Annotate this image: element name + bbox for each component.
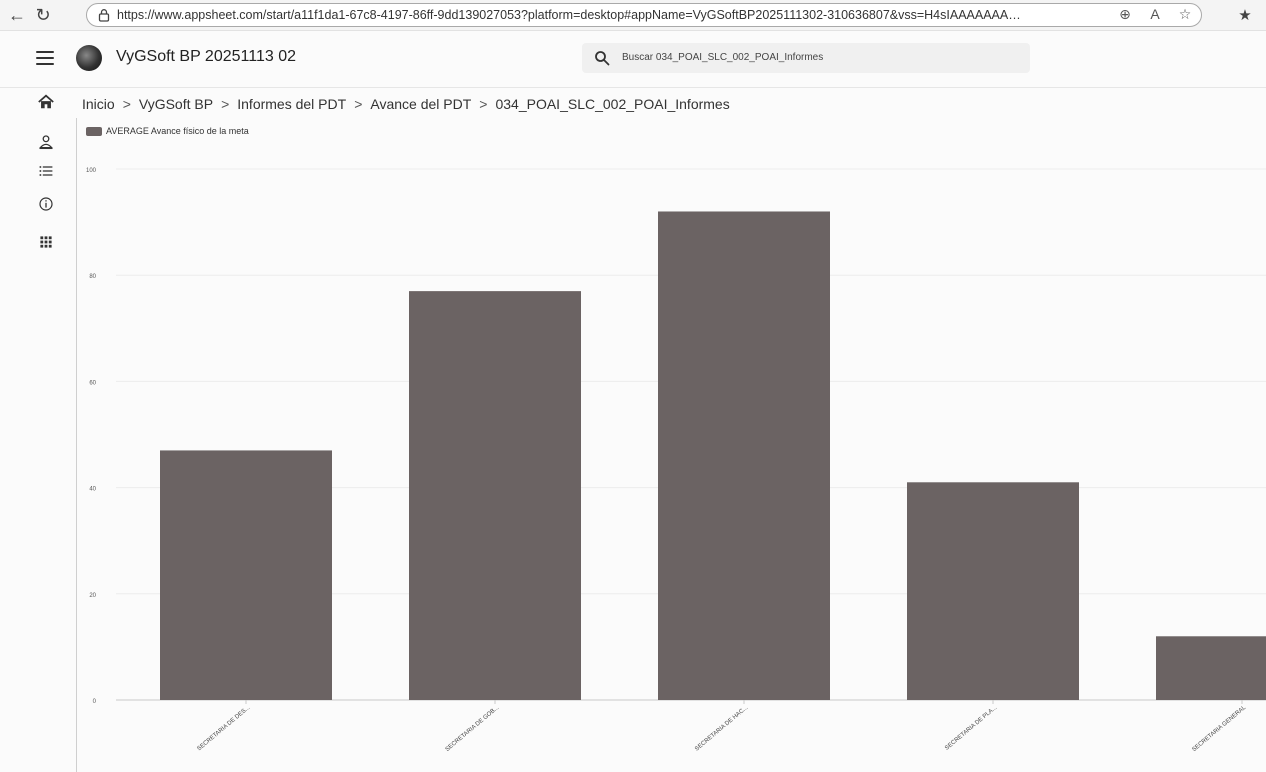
bar[interactable] (658, 211, 830, 700)
breadcrumb-separator: > (221, 96, 230, 112)
bar[interactable] (160, 450, 332, 700)
breadcrumb-separator: > (354, 96, 363, 112)
search-placeholder: Buscar 034_POAI_SLC_002_POAI_Informes (622, 52, 824, 63)
read-aloud-icon[interactable]: A (1150, 6, 1160, 22)
x-tick-label: SECRETARIA GENERAL (1191, 705, 1247, 754)
url-text[interactable]: https://www.appsheet.com/start/a11f1da1-… (117, 8, 1027, 22)
hamburger-menu-icon[interactable] (36, 51, 54, 65)
site-info-icon[interactable] (97, 8, 111, 22)
chart-area: AVERAGE Avance físico de la meta 0 20 40 60… (68, 118, 1266, 772)
info-icon[interactable] (36, 194, 56, 214)
y-tick-label: 0 (93, 699, 97, 705)
breadcrumb-item-informes[interactable]: Informes del PDT (237, 96, 347, 112)
left-nav-rail (0, 88, 68, 772)
breadcrumb-separator: > (122, 96, 131, 112)
content-divider (76, 118, 77, 772)
list-icon[interactable] (36, 161, 56, 181)
y-tick-label: 60 (89, 380, 96, 386)
address-bar[interactable]: https://www.appsheet.com/start/a11f1da1-… (86, 3, 1202, 27)
legend-label: AVERAGE Avance físico de la meta (106, 126, 249, 136)
x-tick-label: SECRETARIA DE GOB... (445, 705, 501, 753)
person-icon[interactable] (36, 132, 56, 152)
y-tick-label: 40 (89, 487, 96, 493)
x-tick-label: SECRETARIA DE DES... (196, 705, 251, 753)
breadcrumb-item-avance[interactable]: Avance del PDT (370, 96, 472, 112)
home-icon[interactable] (36, 92, 56, 112)
breadcrumb-separator: > (479, 96, 488, 112)
search-input[interactable]: Buscar 034_POAI_SLC_002_POAI_Informes (582, 43, 1030, 73)
x-tick-label: SECRETARIA DE HAC... (694, 705, 749, 753)
favorite-star-icon[interactable]: ☆ (1178, 6, 1192, 22)
browser-toolbar: ← ↻ https://www.appsheet.com/start/a11f1… (0, 0, 1266, 31)
favorites-icon[interactable]: ★ (1238, 7, 1252, 24)
app-logo (76, 45, 102, 71)
y-tick-label: 20 (89, 593, 96, 599)
chart-legend[interactable]: AVERAGE Avance físico de la meta (86, 126, 249, 136)
bar-chart: 0 20 40 60 80 100 SECRETARIA DE DES... SECRETAR… (86, 168, 1266, 754)
bar[interactable] (409, 291, 581, 700)
bar[interactable] (907, 482, 1079, 700)
y-tick-label: 80 (89, 274, 96, 280)
app-header: VyGSoft BP 20251113 02 Buscar 034_POAI_S… (0, 31, 1266, 88)
legend-swatch (86, 126, 102, 136)
breadcrumb-item-current: 034_POAI_SLC_002_POAI_Informes (495, 96, 730, 112)
apps-grid-icon[interactable] (36, 232, 56, 252)
breadcrumb-item-app[interactable]: VyGSoft BP (138, 96, 214, 112)
back-icon[interactable]: ← (8, 5, 26, 25)
bar[interactable] (1156, 636, 1266, 700)
x-tick-label: SECRETARIA DE PLA... (944, 705, 998, 752)
breadcrumb-item-inicio[interactable]: Inicio (82, 96, 115, 112)
search-icon (595, 51, 610, 66)
y-tick-label: 100 (86, 168, 97, 174)
breadcrumb: Inicio > VyGSoft BP > Informes del PDT >… (82, 96, 730, 112)
reload-icon[interactable]: ↻ (35, 5, 51, 25)
zoom-icon[interactable]: ⊕ (1119, 6, 1131, 22)
app-title: VyGSoft BP 20251113 02 (116, 48, 296, 65)
